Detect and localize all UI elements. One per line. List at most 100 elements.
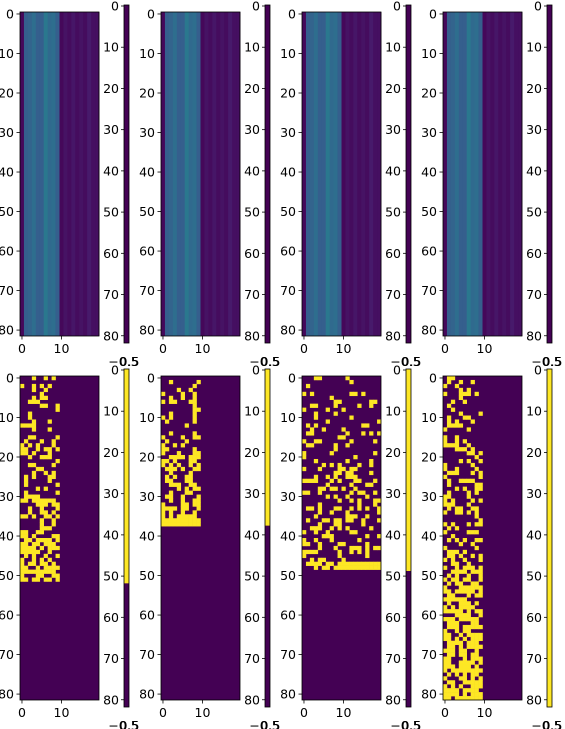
- heatmap-cell: [446, 553, 452, 559]
- heatmap-cell: [458, 652, 464, 657]
- x-tick-label: 0: [18, 705, 26, 720]
- heatmap-cell: [51, 510, 56, 515]
- heatmap-column: [341, 12, 346, 336]
- heatmap-cell: [446, 379, 452, 385]
- heatmap-cell: [474, 624, 479, 630]
- heatmap-cell: [43, 569, 48, 574]
- heatmap-cell: [325, 565, 330, 570]
- heatmap-cell: [345, 518, 350, 523]
- y-tick-label: 0: [147, 6, 155, 21]
- heatmap-column: [345, 12, 350, 336]
- y-tick-label: 60: [139, 608, 155, 623]
- heatmap-cell: [349, 549, 354, 555]
- heatmap-cell: [369, 470, 374, 476]
- heatmap-cell: [168, 522, 174, 527]
- heatmap-cell: [20, 423, 25, 428]
- colorbar-tick-label: 30: [526, 486, 542, 501]
- heatmap-cell: [470, 581, 475, 586]
- heatmap-cell: [39, 498, 44, 503]
- heatmap-cell: [466, 617, 471, 622]
- heatmap-cell: [446, 443, 452, 448]
- heatmap-cell: [446, 632, 452, 638]
- heatmap-cell: [23, 549, 29, 555]
- heatmap-cell: [309, 549, 315, 555]
- heatmap-cell: [337, 526, 342, 531]
- heatmap-cell: [450, 688, 456, 693]
- y-tick-label: 30: [0, 489, 14, 504]
- y-tick-label: 60: [0, 244, 14, 259]
- heatmap-cell: [192, 514, 197, 519]
- heatmap-cell: [470, 692, 475, 697]
- heatmap-cell: [450, 597, 456, 602]
- colorbar-x-label: −0.5: [249, 718, 279, 729]
- heatmap-cell: [466, 680, 471, 685]
- heatmap-cell: [329, 478, 334, 483]
- heatmap-cell: [365, 541, 370, 547]
- heatmap-cell: [458, 589, 464, 594]
- heatmap-cell: [443, 632, 448, 638]
- heatmap-cell: [168, 514, 174, 519]
- heatmap-cell: [313, 474, 319, 480]
- heatmap-cell: [450, 577, 456, 582]
- heatmap-cell: [349, 466, 354, 472]
- heatmap-cell: [188, 470, 193, 476]
- heatmap-cell: [23, 514, 29, 519]
- heatmap-cell: [51, 502, 56, 507]
- heatmap-cell: [196, 407, 201, 412]
- heatmap-cell: [446, 470, 452, 476]
- heatmap-cell: [462, 597, 467, 602]
- colorbar-tick-label: 0: [393, 363, 401, 378]
- colorbar-tick-label: 50: [526, 205, 542, 220]
- heatmap-cell: [164, 474, 170, 480]
- heatmap-cell: [443, 696, 448, 701]
- heatmap-cell: [47, 569, 52, 574]
- heatmap-cell: [168, 482, 174, 487]
- y-tick-label: 20: [421, 86, 437, 101]
- heatmap-cell: [20, 530, 25, 535]
- heatmap-cell: [478, 565, 483, 570]
- heatmap-cell: [462, 565, 467, 570]
- heatmap-cell: [302, 530, 307, 535]
- heatmap-cell: [353, 545, 358, 551]
- colorbar-frame: [405, 368, 412, 708]
- heatmap-cell: [184, 514, 189, 519]
- heatmap-cell: [450, 407, 456, 412]
- heatmap-cell: [180, 494, 185, 499]
- heatmap-cell: [317, 466, 323, 472]
- heatmap-cell: [369, 399, 374, 404]
- heatmap-cell: [345, 431, 350, 436]
- heatmap-cell: [443, 557, 448, 563]
- heatmap-cell: [333, 522, 338, 527]
- heatmap-column: [87, 12, 92, 336]
- heatmap-cell: [462, 391, 467, 397]
- heatmap-cell: [55, 435, 60, 440]
- colorbar-tick-label: 40: [385, 163, 401, 178]
- heatmap-cell: [27, 506, 33, 511]
- heatmap-cell: [329, 534, 334, 539]
- heatmap-cell: [180, 466, 185, 472]
- heatmap-cell: [337, 399, 342, 404]
- heatmap-column: [450, 12, 456, 336]
- heatmap-cell: [349, 530, 354, 535]
- heatmap-cell: [450, 640, 456, 645]
- heatmap-cell: [31, 376, 37, 381]
- colorbar-background: [265, 369, 270, 707]
- heatmap-cell: [313, 478, 319, 483]
- heatmap-column: [196, 12, 201, 336]
- x-tick-label: 10: [54, 705, 70, 720]
- heatmap-cell: [450, 593, 456, 598]
- colorbar-background: [124, 5, 129, 343]
- heatmap-cell: [55, 553, 60, 559]
- heatmap-cell: [446, 624, 452, 630]
- heatmap-column: [482, 12, 487, 336]
- heatmap-cell: [23, 447, 29, 452]
- colorbar-tick-label: 50: [244, 205, 260, 220]
- heatmap-cell: [27, 538, 33, 543]
- heatmap-cell: [446, 636, 452, 642]
- heatmap-cell: [168, 415, 174, 420]
- heatmap-cell: [43, 376, 48, 381]
- heatmap-cell: [466, 664, 471, 669]
- heatmap-cell: [309, 506, 315, 511]
- heatmap-cell: [47, 557, 52, 563]
- heatmap-cell: [47, 447, 52, 452]
